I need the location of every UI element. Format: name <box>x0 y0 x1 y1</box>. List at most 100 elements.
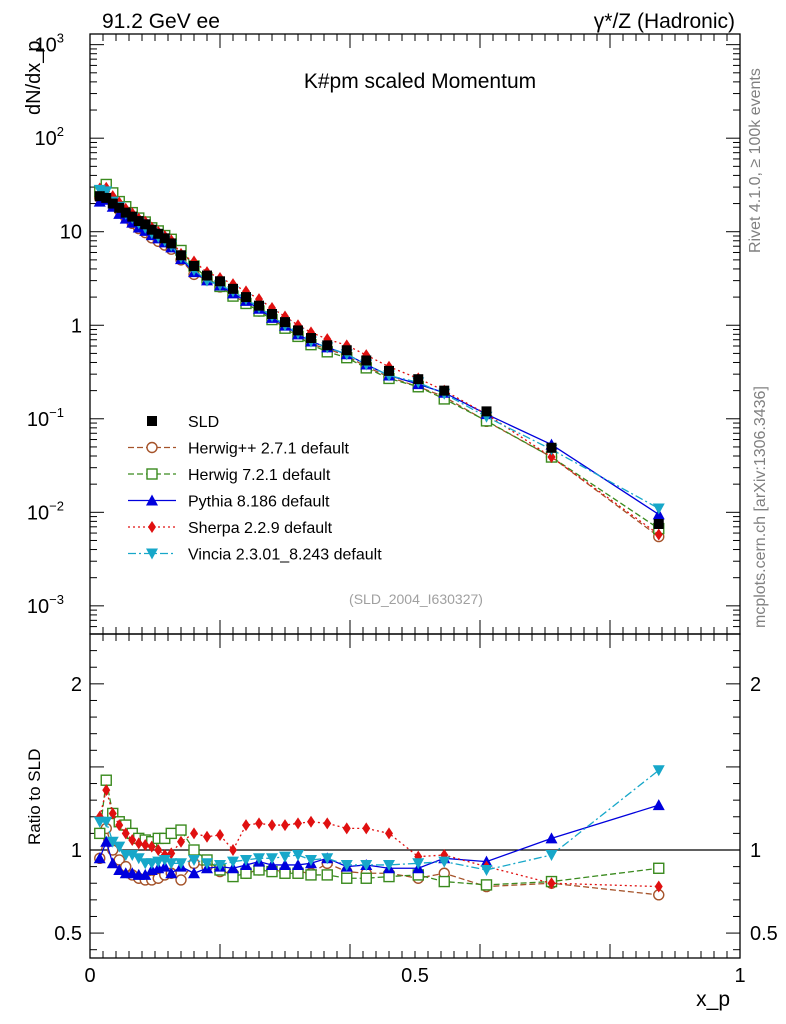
x-tick-label: 1 <box>734 965 745 987</box>
series-line <box>99 187 660 535</box>
data-point <box>481 406 492 417</box>
data-point <box>280 317 290 328</box>
header-right: γ*/Z (Hadronic) <box>594 10 735 33</box>
data-point <box>146 224 157 235</box>
ratio-point <box>113 841 126 853</box>
ratio-point <box>175 824 187 836</box>
mcplots-label: mcplots.cern.ch [arXiv:1306.3436] <box>752 386 769 628</box>
ratio-tick-label-right: 2 <box>750 674 761 696</box>
ratio-point <box>266 858 278 870</box>
data-point <box>107 198 118 209</box>
data-point <box>361 355 372 366</box>
header-left: 91.2 GeV ee <box>102 10 220 33</box>
data-point <box>652 503 665 515</box>
legend-item: Pythia 8.186 default <box>128 494 330 511</box>
ratio-point <box>165 867 178 879</box>
y-axis-label: dN/dx_p <box>23 41 45 116</box>
data-point <box>127 211 138 222</box>
ratio-point <box>545 849 558 861</box>
ratio-point <box>201 858 213 870</box>
ratio-point <box>255 817 263 830</box>
data-point <box>413 374 424 385</box>
ratio-point <box>188 867 200 879</box>
series-sld <box>94 191 664 529</box>
legend-item: Vincia 2.3.01_8.243 default <box>128 547 382 564</box>
ratio-point <box>360 872 372 884</box>
ratio-point <box>94 827 106 840</box>
y-tick-label: 10 <box>60 222 82 244</box>
series-herwig++ <box>94 187 665 543</box>
ratio-point <box>480 879 493 891</box>
distribution-series <box>93 178 665 543</box>
legend-label: Herwig 7.2.1 default <box>188 467 331 484</box>
ratio-tick-label-right: 0.5 <box>750 923 778 945</box>
ratio-point <box>321 869 333 881</box>
x-axis-label: x_p <box>696 988 730 1011</box>
ratio-point <box>115 819 124 832</box>
data-point <box>215 276 225 287</box>
data-point <box>384 365 394 376</box>
y-tick-label: 10−1 <box>27 405 64 431</box>
y-axis-label-text: dN/dx_p <box>23 41 45 116</box>
data-point <box>100 186 113 198</box>
ratio-point <box>188 854 200 866</box>
series-vincia <box>93 184 665 515</box>
ratio-point <box>165 827 177 840</box>
ratio-point <box>412 858 425 870</box>
ratio-tick-label: 0.5 <box>54 923 82 945</box>
ratio-point <box>132 853 145 865</box>
ratio-point <box>214 859 226 871</box>
data-point <box>120 207 131 218</box>
ratio-point <box>177 835 185 848</box>
data-point <box>254 300 264 311</box>
series-sherpa <box>95 181 663 541</box>
data-point <box>153 228 164 239</box>
ratio-point <box>652 765 665 777</box>
plot-title: K#pm scaled Momentum <box>304 70 536 93</box>
ratio-axis-label: Ratio to SLD <box>25 749 44 845</box>
data-point <box>140 219 151 230</box>
data-point <box>547 451 556 464</box>
ratio-point <box>383 859 395 871</box>
ratio-tick-label: 1 <box>71 840 82 862</box>
ratio-point <box>227 856 239 868</box>
legend-item: Herwig 7.2.1 default <box>128 467 331 484</box>
ratio-point <box>158 860 171 872</box>
ratio-point <box>242 819 250 832</box>
ratio-point <box>321 853 334 865</box>
y-tick-exponent: −3 <box>49 592 64 607</box>
data-point <box>101 192 112 203</box>
ratio-point <box>292 858 304 870</box>
ratio-point <box>190 827 198 840</box>
data-point <box>306 333 316 344</box>
ratio-point <box>654 880 663 893</box>
legend-marker <box>146 494 158 506</box>
legend-marker <box>146 441 158 454</box>
ratio-point <box>307 815 315 828</box>
x-tick-label: 0 <box>84 965 95 987</box>
ratio-point <box>126 849 139 861</box>
legend-label: Vincia 2.3.01_8.243 default <box>188 547 382 564</box>
data-point <box>159 233 170 244</box>
data-point <box>202 270 212 281</box>
ratio-point <box>653 862 665 874</box>
ratio-point <box>100 816 113 828</box>
ratio-point <box>545 832 558 844</box>
y-tick-exponent: 2 <box>57 124 64 139</box>
ratio-point <box>188 844 200 856</box>
ratio-vincia <box>93 765 665 876</box>
legend-item: Sherpa 2.2.9 default <box>128 520 333 537</box>
ratio-point <box>229 844 237 856</box>
ratio-point <box>139 868 152 880</box>
ratio-point <box>292 849 304 861</box>
series-pythia <box>93 193 665 520</box>
ratio-tick-label-right: 1 <box>750 840 761 862</box>
data-point <box>228 283 238 294</box>
data-point <box>341 345 352 356</box>
ratio-line <box>99 787 659 888</box>
ratio-point <box>253 853 265 865</box>
data-point <box>546 442 557 453</box>
ratio-point <box>175 874 187 886</box>
legend-item: SLD <box>147 414 219 431</box>
